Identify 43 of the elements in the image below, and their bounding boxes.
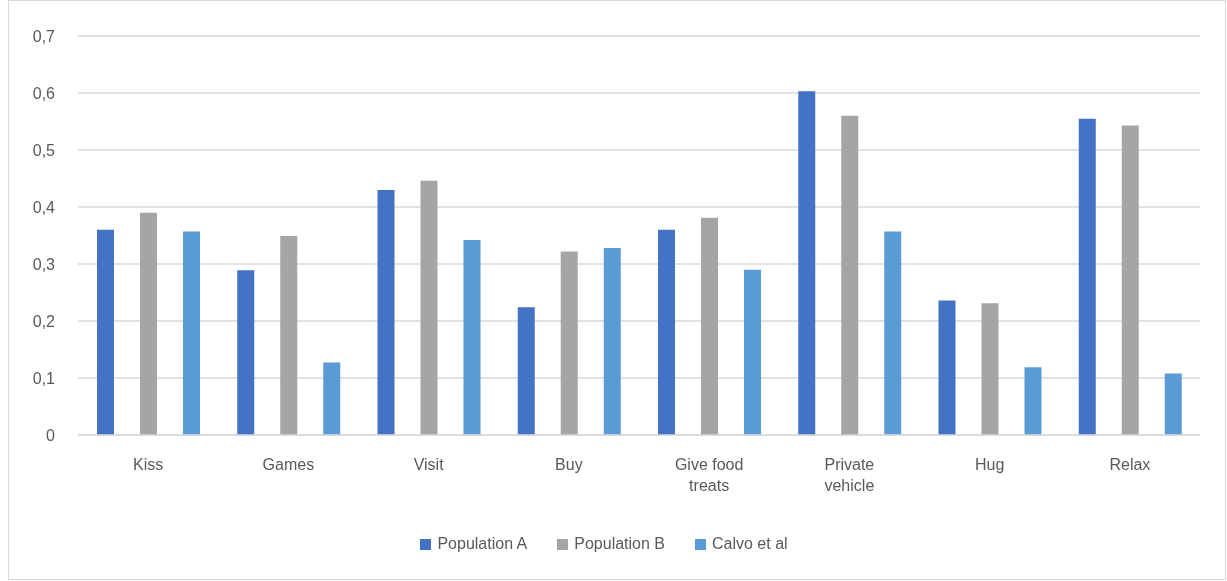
bar — [1024, 367, 1042, 435]
bar — [280, 236, 298, 435]
bar — [560, 251, 578, 435]
legend-label: Calvo et al — [712, 535, 788, 553]
x-tick-label: Relax — [1109, 456, 1151, 474]
bar — [658, 229, 675, 435]
x-tick-label: Hug — [974, 456, 1005, 474]
bar — [603, 248, 621, 435]
bar — [798, 91, 816, 435]
y-tick-label: 0,5 — [32, 141, 56, 159]
bar — [323, 362, 341, 435]
x-tick-label: Games — [262, 456, 315, 474]
bar — [1164, 373, 1182, 435]
x-tick-label: Kiss — [133, 456, 164, 474]
bar — [1078, 118, 1096, 435]
bar — [377, 189, 395, 435]
bar — [463, 240, 481, 435]
bar — [841, 115, 859, 435]
y-tick-label: 0,4 — [32, 198, 56, 216]
bar — [981, 303, 999, 435]
y-tick-label: 0,1 — [32, 369, 56, 387]
x-tick-label: Buy — [555, 456, 583, 474]
bar — [420, 180, 438, 435]
bar — [938, 300, 956, 435]
bar — [140, 212, 157, 435]
x-tick-label: Visit — [413, 456, 445, 474]
bar — [183, 231, 200, 435]
y-tick-label: 0,7 — [32, 27, 56, 45]
y-tick-label: 0,6 — [32, 84, 56, 102]
bar — [517, 307, 535, 435]
x-tick-label: Private vehicle — [824, 456, 875, 495]
bar — [97, 229, 114, 435]
x-tick-label: Give food treats — [674, 456, 744, 495]
legend-label: Population A — [437, 535, 528, 553]
bar — [884, 231, 902, 435]
legend-label: Population B — [574, 535, 665, 553]
bar — [701, 217, 718, 435]
y-tick-label: 0,2 — [32, 312, 56, 330]
bar — [237, 270, 255, 435]
bar — [744, 269, 761, 435]
bar — [1121, 125, 1139, 435]
y-tick-label: 0,3 — [32, 255, 56, 273]
y-tick-label: 0 — [46, 426, 56, 444]
